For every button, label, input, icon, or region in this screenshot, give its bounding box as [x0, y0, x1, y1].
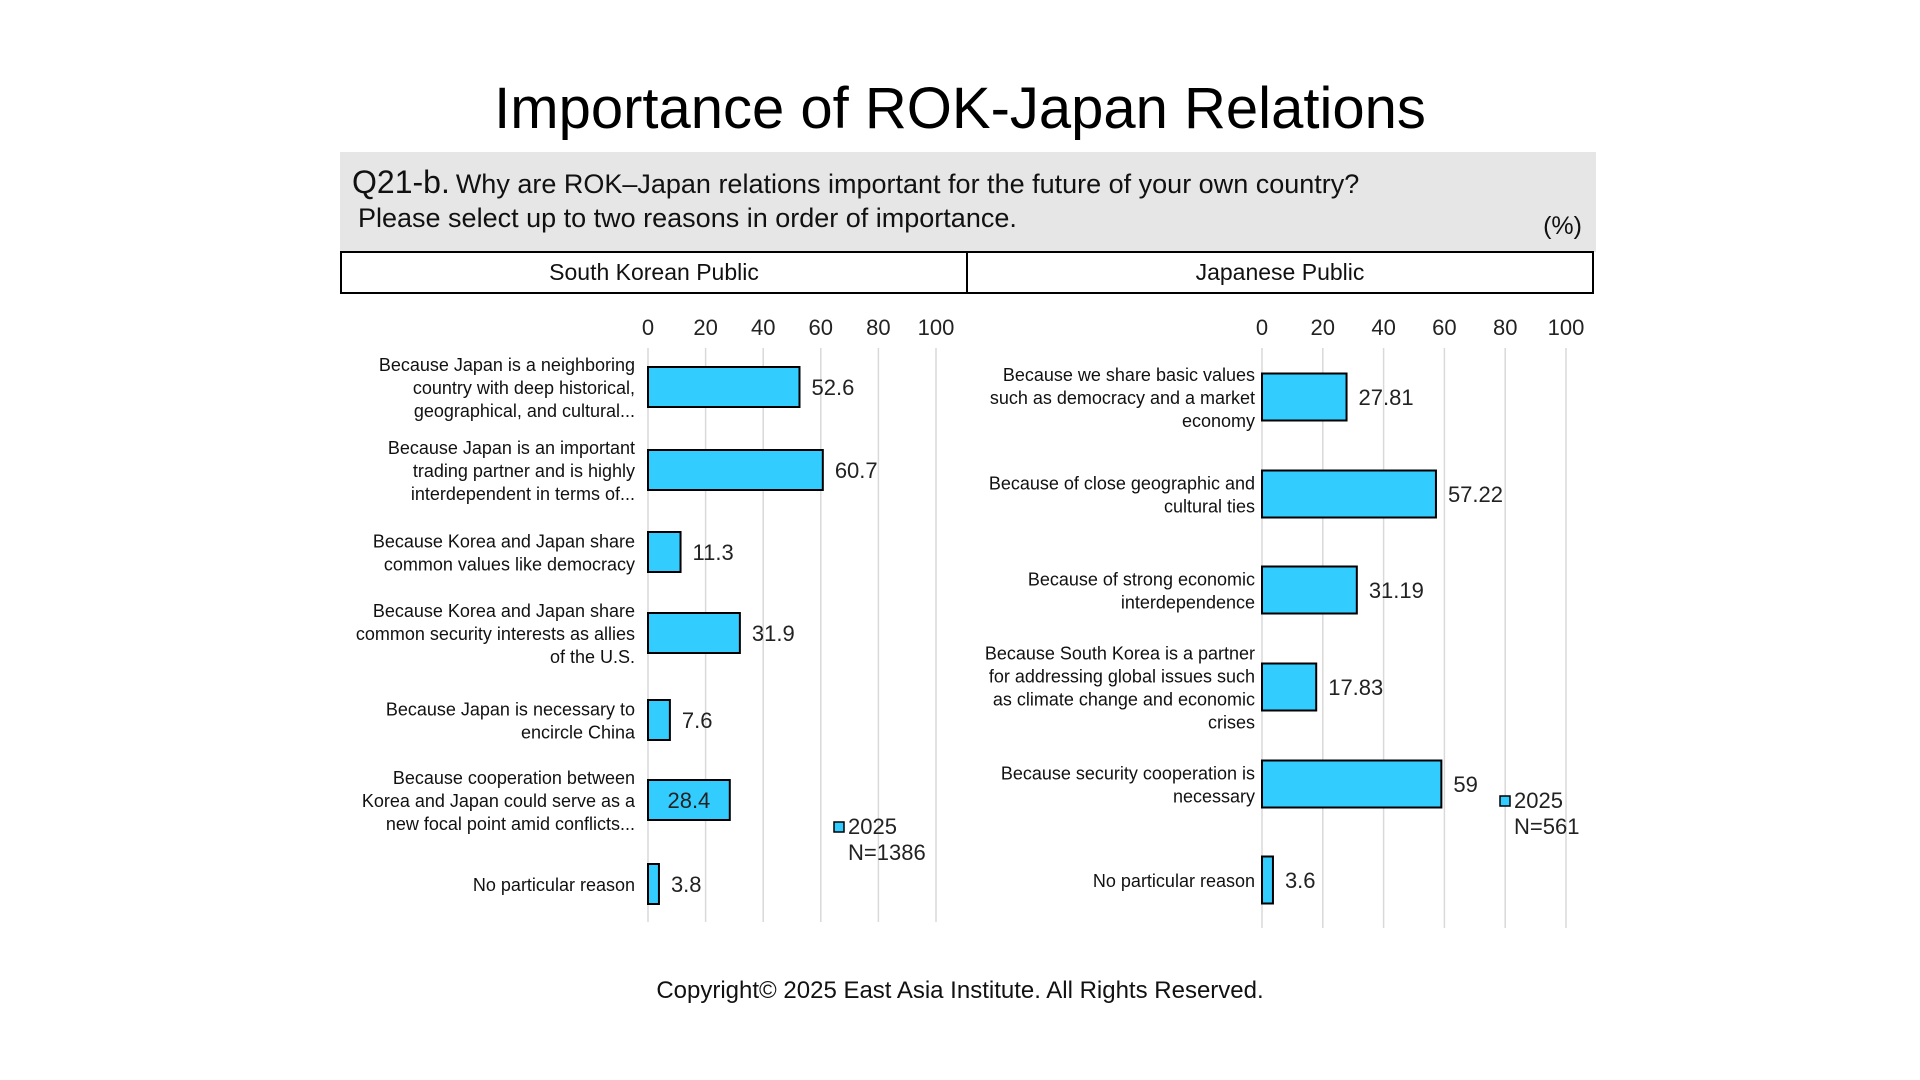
bar-kr-3	[647, 612, 741, 654]
category-label-kr-1-2: interdependent in terms of...	[411, 484, 635, 504]
category-label-kr-0-2: geographical, and cultural...	[414, 401, 635, 421]
legend-swatch-jp	[1499, 795, 1511, 807]
x-tick-label-kr-0: 0	[642, 315, 654, 340]
category-label-jp-3-1: for addressing global issues such	[989, 667, 1255, 687]
x-tick-label-jp-40: 40	[1371, 315, 1395, 340]
value-label-jp-4: 59	[1453, 772, 1477, 797]
category-label-kr-1-1: trading partner and is highly	[413, 461, 635, 481]
question-text-2: Please select up to two reasons in order…	[358, 203, 1017, 233]
value-label-jp-3: 17.83	[1328, 675, 1383, 700]
category-label-kr-1-0: Because Japan is an important	[388, 438, 635, 458]
value-label-kr-0: 52.6	[811, 375, 854, 400]
x-tick-label-jp-0: 0	[1256, 315, 1268, 340]
x-tick-label-kr-100: 100	[918, 315, 955, 340]
x-tick-label-kr-60: 60	[809, 315, 833, 340]
category-label-kr-5-0: Because cooperation between	[393, 768, 635, 788]
x-tick-label-kr-40: 40	[751, 315, 775, 340]
bar-jp-1	[1261, 469, 1437, 519]
x-tick-label-jp-100: 100	[1548, 315, 1585, 340]
page-title: Importance of ROK-Japan Relations	[494, 76, 1426, 141]
bar-jp-2	[1261, 565, 1358, 615]
copyright-footer: Copyright© 2025 East Asia Institute. All…	[656, 977, 1264, 1004]
category-label-jp-3-0: Because South Korea is a partner	[985, 644, 1255, 664]
panel-header-japan: Japanese Public	[966, 251, 1594, 294]
value-label-kr-4: 7.6	[682, 708, 713, 733]
category-label-kr-3-2: of the U.S.	[550, 647, 635, 667]
x-tick-label-jp-80: 80	[1493, 315, 1517, 340]
value-label-jp-5: 3.6	[1285, 868, 1316, 893]
category-label-jp-4-1: necessary	[1173, 787, 1255, 807]
question-text-1: Why are ROK–Japan relations important fo…	[455, 169, 1360, 199]
category-label-jp-4-0: Because security cooperation is	[1001, 764, 1255, 784]
category-label-kr-3-0: Because Korea and Japan share	[373, 601, 635, 621]
category-label-jp-0-2: economy	[1182, 411, 1255, 431]
x-tick-label-jp-60: 60	[1432, 315, 1456, 340]
bar-kr-5	[647, 779, 731, 821]
unit-label: (%)	[1543, 212, 1582, 240]
question-box: Q21-b. Why are ROK–Japan relations import…	[340, 152, 1596, 252]
legend-swatch-kr	[833, 821, 845, 833]
question-line-1: Q21-b. Why are ROK–Japan relations import…	[352, 164, 1359, 202]
category-label-jp-2-0: Because of strong economic	[1028, 570, 1255, 590]
category-label-jp-5-0: No particular reason	[1093, 871, 1255, 891]
legend-series-kr: 2025	[848, 814, 897, 839]
category-label-jp-3-3: crises	[1208, 713, 1255, 733]
category-label-jp-0-0: Because we share basic values	[1003, 365, 1255, 385]
category-label-kr-5-1: Korea and Japan could serve as a	[362, 791, 636, 811]
category-label-jp-3-2: as climate change and economic	[993, 690, 1255, 710]
bar-kr-2	[647, 531, 682, 573]
value-label-jp-1: 57.22	[1448, 482, 1503, 507]
value-label-jp-0: 27.81	[1359, 385, 1414, 410]
question-code: Q21-b.	[352, 164, 450, 200]
category-label-jp-2-1: interdependence	[1121, 593, 1255, 613]
value-label-kr-1: 60.7	[835, 458, 878, 483]
value-label-kr-2: 11.3	[693, 540, 734, 565]
category-label-jp-1-0: Because of close geographic and	[989, 474, 1255, 494]
panel-header-south-korea: South Korean Public	[340, 251, 968, 294]
category-label-kr-6-0: No particular reason	[473, 875, 635, 895]
category-label-kr-3-1: common security interests as allies	[356, 624, 635, 644]
bar-jp-5	[1261, 855, 1274, 905]
bar-kr-0	[647, 366, 801, 408]
category-label-kr-0-1: country with deep historical,	[413, 378, 635, 398]
x-tick-label-kr-80: 80	[866, 315, 890, 340]
category-label-kr-0-0: Because Japan is a neighboring	[379, 355, 635, 375]
legend-note-jp: N=561	[1514, 814, 1579, 839]
x-tick-label-kr-20: 20	[693, 315, 717, 340]
category-label-kr-4-1: encircle China	[521, 723, 636, 743]
category-label-jp-1-1: cultural ties	[1164, 497, 1255, 517]
bar-jp-4	[1261, 759, 1443, 809]
bar-kr-4	[647, 699, 671, 741]
bar-kr-1	[647, 449, 824, 491]
value-label-jp-2: 31.19	[1369, 578, 1424, 603]
value-label-kr-6: 3.8	[671, 872, 702, 897]
bar-jp-0	[1261, 372, 1348, 422]
category-label-kr-5-2: new focal point amid conflicts...	[386, 814, 635, 834]
category-label-kr-2-0: Because Korea and Japan share	[373, 532, 635, 552]
category-label-kr-2-1: common values like democracy	[384, 555, 635, 575]
legend-note-kr: N=1386	[848, 840, 926, 865]
x-tick-label-jp-20: 20	[1311, 315, 1335, 340]
bar-kr-6	[647, 863, 660, 905]
legend-series-jp: 2025	[1514, 788, 1563, 813]
category-label-kr-4-0: Because Japan is necessary to	[386, 700, 635, 720]
value-label-kr-3: 31.9	[752, 621, 795, 646]
category-label-jp-0-1: such as democracy and a market	[990, 388, 1255, 408]
bar-jp-3	[1261, 662, 1318, 712]
value-label-kr-5: 28.4	[667, 788, 710, 813]
